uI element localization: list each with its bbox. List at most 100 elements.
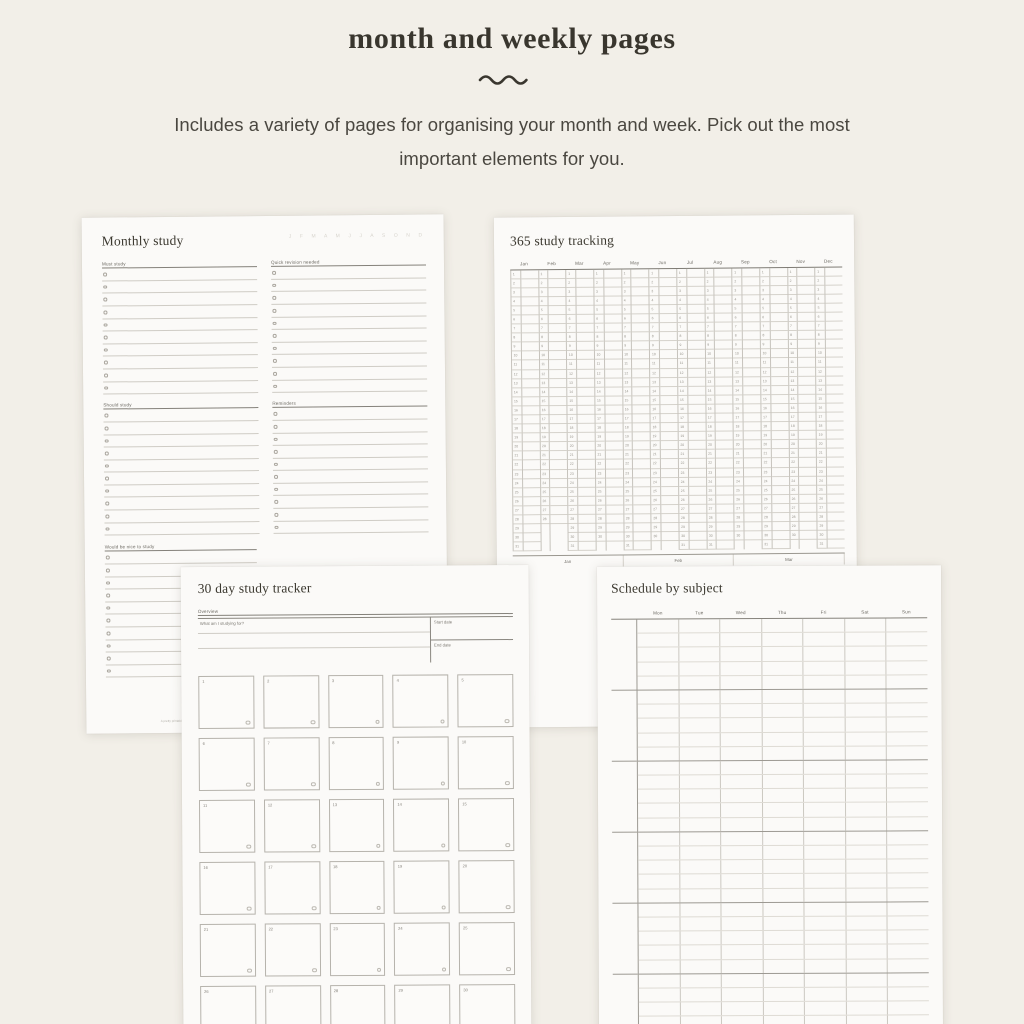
schedule-cell[interactable]: [804, 817, 847, 831]
year-day-cell[interactable]: [549, 360, 567, 370]
schedule-cell[interactable]: [721, 775, 763, 789]
day-complete-circle-icon[interactable]: [311, 843, 316, 849]
schedule-cell[interactable]: [846, 859, 888, 874]
year-day-cell[interactable]: [743, 385, 761, 396]
year-day-cell[interactable]: [715, 368, 733, 378]
year-day-cell[interactable]: [576, 269, 594, 279]
year-day-cell[interactable]: [633, 450, 651, 460]
year-day-cell[interactable]: [659, 304, 677, 315]
year-day-cell[interactable]: [770, 322, 788, 332]
year-day-cell[interactable]: [826, 448, 844, 459]
schedule-cell[interactable]: [805, 1001, 847, 1016]
year-day-cell[interactable]: [576, 332, 594, 343]
schedule-cell[interactable]: [762, 689, 804, 704]
checkbox-circle-icon[interactable]: [273, 371, 277, 376]
year-day-cell[interactable]: [716, 540, 735, 551]
year-day-cell[interactable]: [550, 460, 568, 470]
year-day-cell[interactable]: [549, 414, 567, 425]
year-day-cell[interactable]: [660, 459, 678, 469]
year-day-cell[interactable]: [551, 542, 568, 551]
year-day-cell[interactable]: [551, 533, 568, 542]
year-day-cell[interactable]: [688, 413, 706, 423]
schedule-cell[interactable]: [888, 845, 929, 858]
schedule-cell[interactable]: [721, 860, 764, 874]
schedule-cell[interactable]: [846, 888, 888, 902]
schedule-cell[interactable]: [846, 1001, 889, 1015]
schedule-cell[interactable]: [762, 746, 805, 760]
year-day-cell[interactable]: [688, 441, 706, 451]
schedule-cell[interactable]: [638, 874, 680, 889]
schedule-cell[interactable]: [888, 902, 929, 915]
year-day-cell[interactable]: [521, 315, 539, 325]
year-day-cell[interactable]: [715, 340, 733, 350]
schedule-cell[interactable]: [638, 903, 681, 917]
day-box[interactable]: 21: [199, 923, 256, 978]
day-box[interactable]: 5: [457, 674, 514, 728]
schedule-cell[interactable]: [679, 888, 722, 903]
schedule-cell[interactable]: [680, 973, 722, 988]
schedule-cell[interactable]: [804, 874, 847, 888]
sheet-schedule-by-subject[interactable]: Schedule by subject Mon Tue Wed Thu Fri Sat Su…: [596, 565, 944, 1024]
schedule-cell[interactable]: [720, 760, 763, 775]
list-reminders[interactable]: [272, 406, 429, 535]
day-box[interactable]: 26: [200, 985, 257, 1024]
schedule-cell[interactable]: [887, 718, 928, 731]
year-day-cell[interactable]: [577, 378, 595, 388]
year-day-cell[interactable]: [689, 541, 707, 551]
schedule-cell[interactable]: [679, 789, 722, 803]
schedule-rows[interactable]: [637, 618, 929, 1024]
year-day-cell[interactable]: [798, 367, 816, 377]
year-day-cell[interactable]: [522, 497, 540, 507]
year-month-column[interactable]: 1 2 3 4 5 6 7 8 9 10 11 12 13 14 15 16 17 18 19 20 21 22 23 24 2…: [731, 267, 762, 550]
schedule-cell[interactable]: [762, 817, 805, 831]
year-day-cell[interactable]: [714, 286, 732, 296]
year-day-cell[interactable]: [772, 531, 790, 541]
schedule-cell[interactable]: [846, 1015, 889, 1024]
schedule-subject-slot[interactable]: [612, 875, 637, 889]
year-month-column[interactable]: 1 2 3 4 5 6 7 8 9 10 11 12 13 14 15 16 17 18 19 20 21 22 23 24 2…: [620, 268, 652, 551]
year-day-cell[interactable]: [716, 458, 734, 469]
year-day-cell[interactable]: [550, 478, 568, 488]
schedule-cell[interactable]: [722, 1016, 764, 1024]
year-day-cell[interactable]: [742, 358, 761, 368]
year-day-cell[interactable]: [742, 267, 760, 278]
day-complete-circle-icon[interactable]: [441, 967, 447, 972]
year-day-cell[interactable]: [769, 285, 788, 295]
year-day-cell[interactable]: [577, 387, 595, 397]
schedule-cell[interactable]: [762, 703, 804, 718]
year-day-cell[interactable]: [689, 531, 707, 542]
schedule-cell[interactable]: [846, 902, 888, 916]
schedule-cell[interactable]: [637, 676, 680, 690]
year-day-cell[interactable]: [827, 512, 845, 522]
year-day-cell[interactable]: [521, 333, 539, 343]
year-day-cell[interactable]: [798, 349, 816, 359]
schedule-cell[interactable]: [804, 944, 847, 959]
schedule-cell[interactable]: [721, 817, 763, 832]
schedule-cell[interactable]: [887, 632, 928, 645]
year-day-cell[interactable]: [825, 267, 843, 277]
schedule-row[interactable]: [638, 831, 929, 847]
day-complete-circle-icon[interactable]: [505, 780, 510, 786]
year-day-cell[interactable]: [715, 386, 733, 396]
year-day-cell[interactable]: [549, 433, 568, 443]
year-day-cell[interactable]: [826, 403, 844, 413]
year-day-cell[interactable]: [549, 451, 568, 461]
schedule-cell[interactable]: [638, 818, 680, 832]
schedule-subject-slot[interactable]: [613, 988, 638, 1002]
schedule-cell[interactable]: [721, 945, 764, 959]
year-day-cell[interactable]: [661, 514, 679, 524]
year-day-cell[interactable]: [632, 396, 650, 406]
day-box[interactable]: 30: [459, 984, 516, 1024]
year-day-cell[interactable]: [714, 295, 732, 305]
schedule-cell[interactable]: [803, 717, 846, 732]
day-box[interactable]: 2: [263, 675, 320, 729]
checkbox-circle-icon[interactable]: [274, 512, 279, 517]
year-day-cell[interactable]: [522, 524, 541, 534]
year-day-cell[interactable]: [771, 413, 789, 423]
schedule-cell[interactable]: [679, 761, 722, 775]
year-day-cell[interactable]: [549, 351, 567, 361]
schedule-cell[interactable]: [763, 987, 806, 1002]
year-day-cell[interactable]: [549, 369, 567, 379]
year-day-cell[interactable]: [798, 376, 816, 386]
schedule-cell[interactable]: [888, 959, 929, 972]
